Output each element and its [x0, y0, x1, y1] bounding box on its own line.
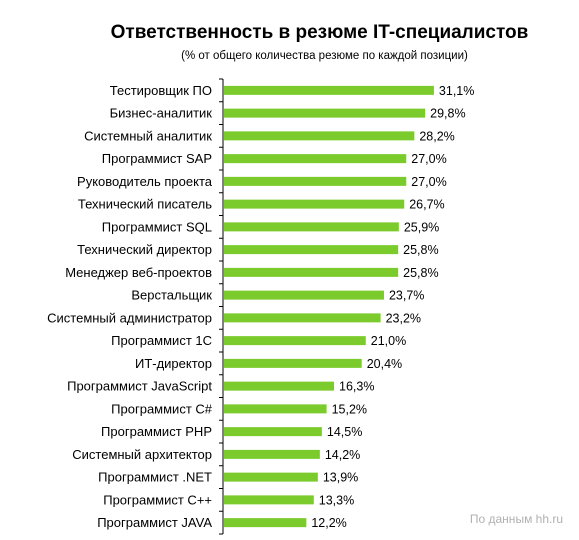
- bar: [224, 222, 399, 232]
- chart-title: Ответственность в резюме IT-специалистов: [110, 22, 529, 43]
- value-label: 25,8%: [403, 243, 438, 257]
- bar: [224, 472, 318, 482]
- category-label: Верстальщик: [131, 288, 212, 303]
- value-label: 23,2%: [386, 311, 421, 325]
- category-label: Тестировщик ПО: [110, 83, 212, 98]
- bar: [224, 449, 320, 459]
- category-label: Программист 1С: [111, 333, 212, 348]
- value-label: 12,2%: [311, 516, 346, 530]
- value-label: 26,7%: [409, 198, 444, 212]
- value-label: 20,4%: [367, 357, 402, 371]
- bar: [224, 358, 362, 368]
- bar: [224, 131, 415, 141]
- bar: [224, 518, 307, 528]
- value-label: 15,2%: [332, 402, 367, 416]
- category-label: Программист .NET: [98, 470, 212, 485]
- bar: [224, 176, 407, 186]
- category-label: Системный администратор: [47, 310, 212, 325]
- value-label: 21,0%: [371, 334, 406, 348]
- category-label: Системный аналитик: [84, 128, 212, 143]
- value-label: 27,0%: [411, 175, 446, 189]
- value-label: 27,0%: [411, 152, 446, 166]
- bar: [224, 290, 384, 300]
- category-label: Программист JavaScript: [67, 379, 212, 394]
- value-label: 25,8%: [403, 266, 438, 280]
- value-label: 25,9%: [404, 220, 439, 234]
- category-label: Программист SAP: [102, 151, 212, 166]
- category-label: Программист JAVA: [97, 515, 212, 530]
- source-note: По данным hh.ru: [469, 512, 563, 526]
- bar: [224, 267, 399, 277]
- bar: [224, 108, 426, 118]
- value-label: 28,2%: [419, 129, 454, 143]
- category-label: Руководитель проекта: [77, 174, 213, 189]
- value-label: 31,1%: [439, 84, 474, 98]
- bar: [224, 495, 314, 505]
- bar: [224, 381, 335, 391]
- category-label: ИТ-директор: [135, 356, 212, 371]
- category-label: Программист C#: [111, 401, 213, 416]
- bar: [224, 154, 407, 164]
- category-label: Технический писатель: [78, 197, 212, 212]
- value-label: 13,3%: [319, 493, 354, 507]
- category-label: Программист PHP: [101, 424, 212, 439]
- value-label: 14,5%: [327, 425, 362, 439]
- category-label: Бизнес-аналитик: [110, 106, 213, 121]
- bar: [224, 313, 381, 323]
- category-label: Программист SQL: [102, 219, 212, 234]
- bar: [224, 85, 434, 95]
- category-label: Менеджер веб-проектов: [65, 265, 212, 280]
- bar: [224, 427, 322, 437]
- value-label: 23,7%: [389, 289, 424, 303]
- value-label: 16,3%: [339, 380, 374, 394]
- chart-subtitle: (% от общего количества резюме по каждой…: [181, 50, 468, 62]
- bar: [224, 199, 405, 209]
- bar: [224, 404, 327, 414]
- category-label: Программист C++: [103, 492, 212, 507]
- category-label: Системный архитектор: [72, 447, 212, 462]
- category-label: Технический директор: [77, 242, 212, 257]
- value-label: 29,8%: [430, 107, 465, 121]
- value-label: 14,2%: [325, 448, 360, 462]
- value-label: 13,9%: [323, 471, 358, 485]
- bar: [224, 336, 366, 346]
- bar: [224, 245, 399, 255]
